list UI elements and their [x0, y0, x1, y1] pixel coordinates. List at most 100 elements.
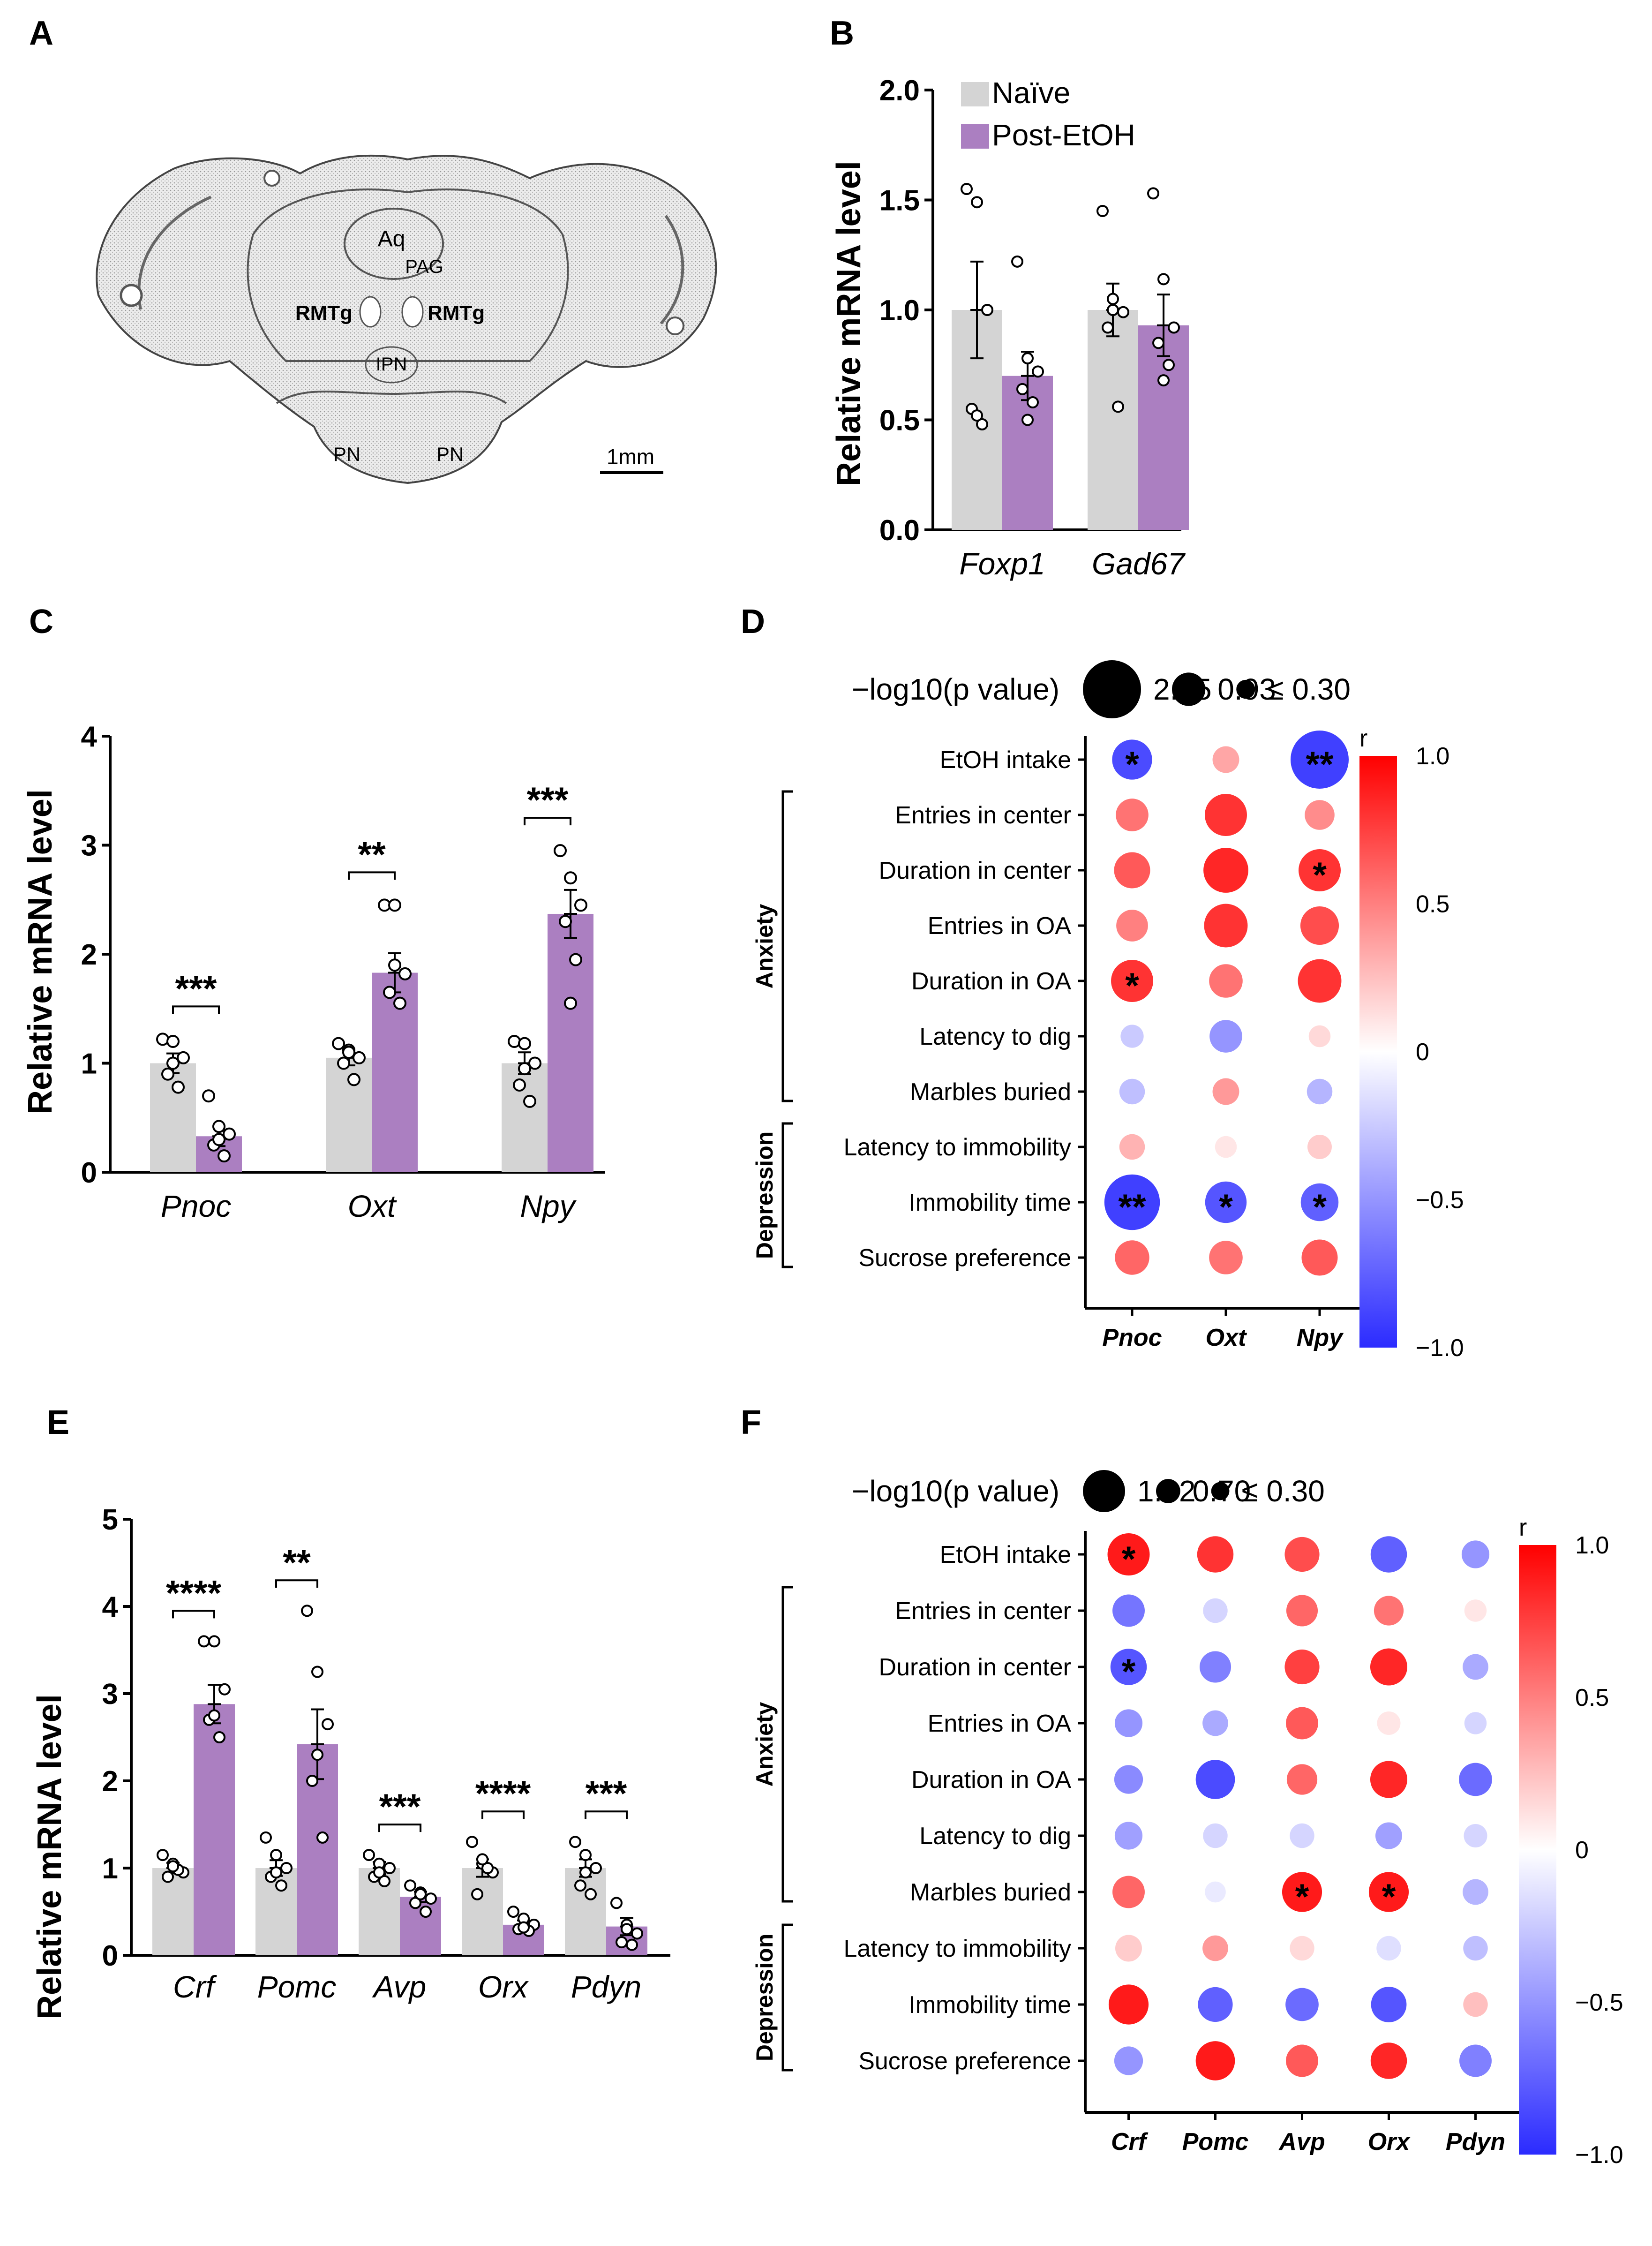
ventricle-right: [666, 317, 684, 335]
label-pn-right: PN: [436, 443, 464, 465]
panel-label-d: D: [741, 603, 765, 641]
correlation-dot: [1298, 959, 1342, 1003]
correlation-dot: [1464, 1712, 1487, 1734]
significance-star: **: [1306, 745, 1334, 784]
correlation-dot: [1286, 2044, 1318, 2077]
data-point: [1021, 414, 1034, 426]
y-tick-label: 0: [102, 1940, 118, 1972]
correlation-dot: [1307, 1135, 1332, 1159]
bar-npy-naive: [502, 1063, 548, 1172]
correlation-dot: [1377, 1711, 1401, 1735]
y-axis-label: Relative mRNA level: [31, 1694, 68, 2020]
data-point: [523, 1094, 536, 1108]
x-tick-label-crf: Crf: [173, 1969, 218, 2004]
colorbar-tick-label: 1.0: [1416, 743, 1449, 770]
y-tick-label: 4: [102, 1591, 119, 1623]
correlation-dot: [1112, 739, 1152, 780]
row-label: Immobility time: [909, 1991, 1071, 2019]
scale-bar-label: 1mm: [607, 445, 654, 469]
y-tick-label: 5: [102, 1504, 118, 1536]
data-point: [306, 1775, 318, 1787]
y-tick-label: 4: [81, 721, 98, 753]
significance-label: ***: [175, 969, 217, 1009]
data-point: [1102, 321, 1114, 334]
correlation-dot: [1215, 1136, 1237, 1158]
row-label: Marbles buried: [910, 1879, 1071, 1906]
data-point: [1157, 374, 1170, 387]
correlation-dot: [1290, 1936, 1314, 1961]
y-tick-label: 0: [81, 1157, 97, 1189]
size-legend-circle: [1083, 1470, 1125, 1512]
column-label-pomc: Pomc: [1182, 2128, 1249, 2156]
correlation-dot: [1205, 794, 1247, 836]
panel-c-bar-chart: Relative mRNA level 0 1 2 3 4 Pnoc *** Oxt ** Npy…: [22, 721, 605, 1223]
data-point: [1117, 306, 1129, 318]
data-point: [476, 1853, 488, 1866]
rmtg-left-region: [359, 296, 382, 328]
significance-star: *: [1313, 855, 1327, 895]
data-point: [1112, 400, 1124, 413]
bar-oxt-naive: [326, 1057, 372, 1172]
bar-pomc-naive: [255, 1868, 297, 1955]
correlation-dot: [1197, 1536, 1234, 1573]
pons-outline: [276, 391, 507, 404]
data-point: [388, 958, 401, 972]
panel-label-f: F: [741, 1404, 761, 1441]
colorbar-tick-label: 1.0: [1575, 1532, 1609, 1559]
significance-star: *: [1122, 1652, 1136, 1692]
label-pag: PAG: [405, 256, 443, 277]
x-tick-label-pdyn: Pdyn: [571, 1969, 641, 2004]
group-label-anxiety: Anxiety: [751, 904, 778, 989]
correlation-dot: [1119, 1134, 1145, 1160]
data-point: [337, 1056, 350, 1070]
row-label: Entries in center: [895, 802, 1071, 829]
correlation-dot: [1463, 1936, 1488, 1961]
data-point: [971, 409, 983, 422]
row-label: Duration in center: [879, 857, 1071, 884]
group-bracket: [781, 1586, 793, 1903]
data-point: [260, 1831, 272, 1844]
significance-star: *: [1122, 1539, 1136, 1579]
y-tick-label: 0.5: [879, 405, 920, 437]
size-legend-circle: [1172, 672, 1206, 706]
colorbar-tick-label: −0.5: [1575, 1989, 1623, 2016]
ventricle-upper: [263, 170, 280, 187]
x-tick-label-orx: Orx: [478, 1969, 529, 2004]
data-point: [574, 1879, 586, 1892]
data-point: [316, 1831, 329, 1844]
ipn-region: [365, 346, 418, 384]
column-label-pnoc: Pnoc: [1102, 1324, 1162, 1351]
data-point: [1027, 396, 1039, 408]
data-point: [162, 1870, 174, 1883]
cortex-fold-right: [660, 215, 684, 324]
row-label: Sucrose preference: [858, 2048, 1071, 2075]
significance-star: *: [1219, 1187, 1233, 1227]
x-tick-label-pomc: Pomc: [257, 1969, 337, 2004]
correlation-dot: [1202, 1935, 1228, 1961]
data-point: [166, 1056, 180, 1070]
row-label: Latency to dig: [919, 1023, 1071, 1050]
significance-bracket: [481, 1810, 525, 1819]
y-tick-label: 1: [81, 1048, 97, 1080]
correlation-dot: [1286, 1595, 1318, 1627]
data-point: [961, 183, 973, 196]
correlation-dot: [1308, 1025, 1331, 1048]
data-point: [579, 1866, 592, 1879]
label-rmtg-right: RMTg: [428, 301, 485, 324]
ventricle-left: [120, 284, 143, 307]
y-tick-label: 3: [102, 1678, 118, 1711]
legend-swatch-naive: [961, 82, 989, 106]
colorbar-tick-label: 0.5: [1416, 891, 1449, 918]
bar-gad67-post-etoh: [1138, 325, 1189, 530]
correlation-dot: [1205, 1881, 1226, 1903]
correlation-dot: [1120, 1025, 1144, 1048]
data-point: [1107, 293, 1119, 305]
data-point: [976, 418, 988, 430]
data-point: [621, 1923, 633, 1936]
data-point: [166, 1035, 180, 1048]
correlation-dot: [1115, 1935, 1142, 1962]
correlation-dot: [1104, 1174, 1160, 1230]
size-legend-circle: [1211, 1482, 1230, 1500]
correlation-dot: [1203, 1823, 1228, 1848]
